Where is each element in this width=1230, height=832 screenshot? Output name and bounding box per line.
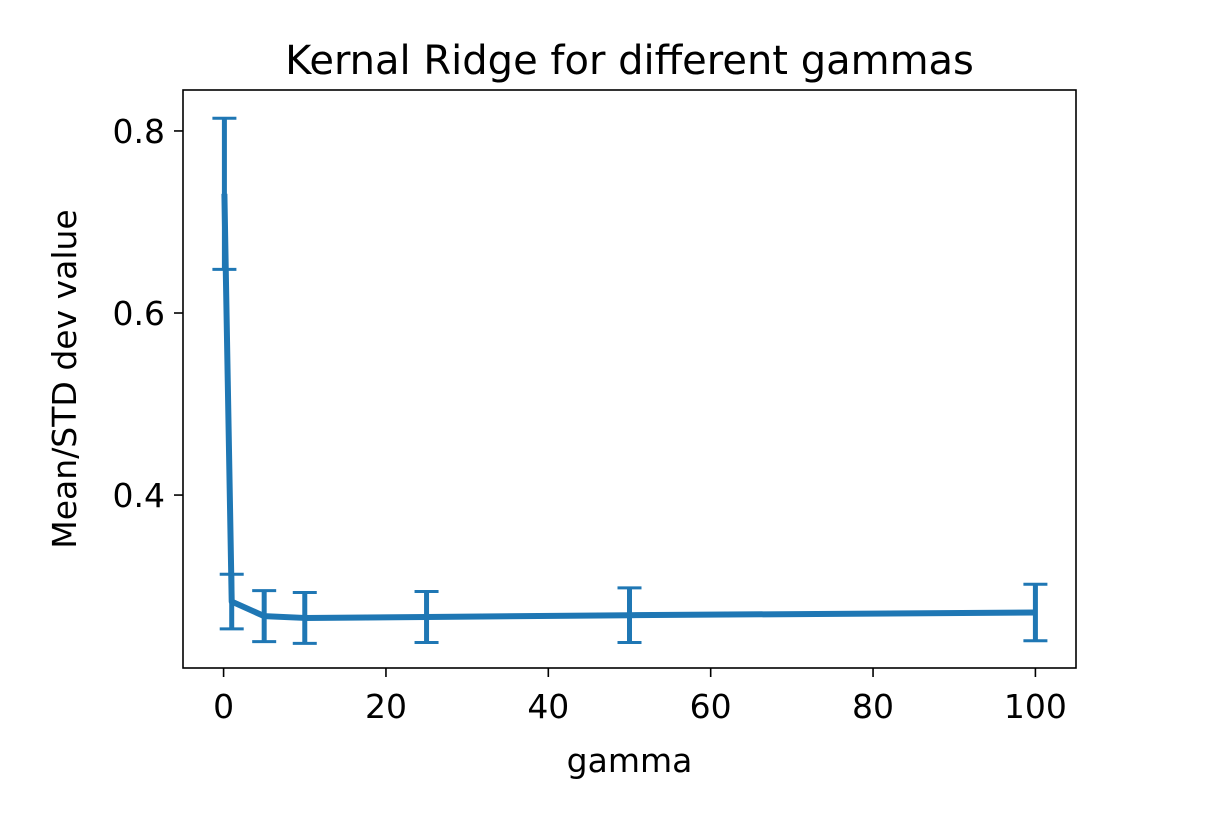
- error-bar: [219, 572, 244, 631]
- plot-area: [212, 116, 1048, 645]
- error-bar: [617, 586, 642, 645]
- x-tick-label: 60: [690, 687, 732, 726]
- y-axis-ticks: 0.4 0.6 0.8: [113, 112, 183, 515]
- chart-title: Kernal Ridge for different gammas: [285, 38, 974, 84]
- x-tick-label: 20: [365, 687, 407, 726]
- x-tick-label: 100: [1004, 687, 1067, 726]
- x-tick-label: 80: [852, 687, 894, 726]
- x-tick-label: 40: [527, 687, 569, 726]
- axes-frame: [182, 89, 1077, 669]
- y-tick-label: 0.8: [113, 112, 165, 151]
- error-bar: [1023, 582, 1048, 643]
- x-axis-label: gamma: [567, 741, 693, 780]
- error-bar: [414, 590, 439, 645]
- error-bar: [212, 116, 237, 271]
- y-tick-label: 0.6: [113, 294, 165, 333]
- y-axis-label: Mean/STD dev value: [45, 209, 84, 548]
- x-tick-label: 0: [213, 687, 234, 726]
- error-bar: [252, 589, 277, 644]
- x-axis-ticks: 0 20 40 60 80 100: [213, 668, 1067, 726]
- error-bar: [292, 590, 317, 645]
- y-tick-label: 0.4: [113, 476, 165, 515]
